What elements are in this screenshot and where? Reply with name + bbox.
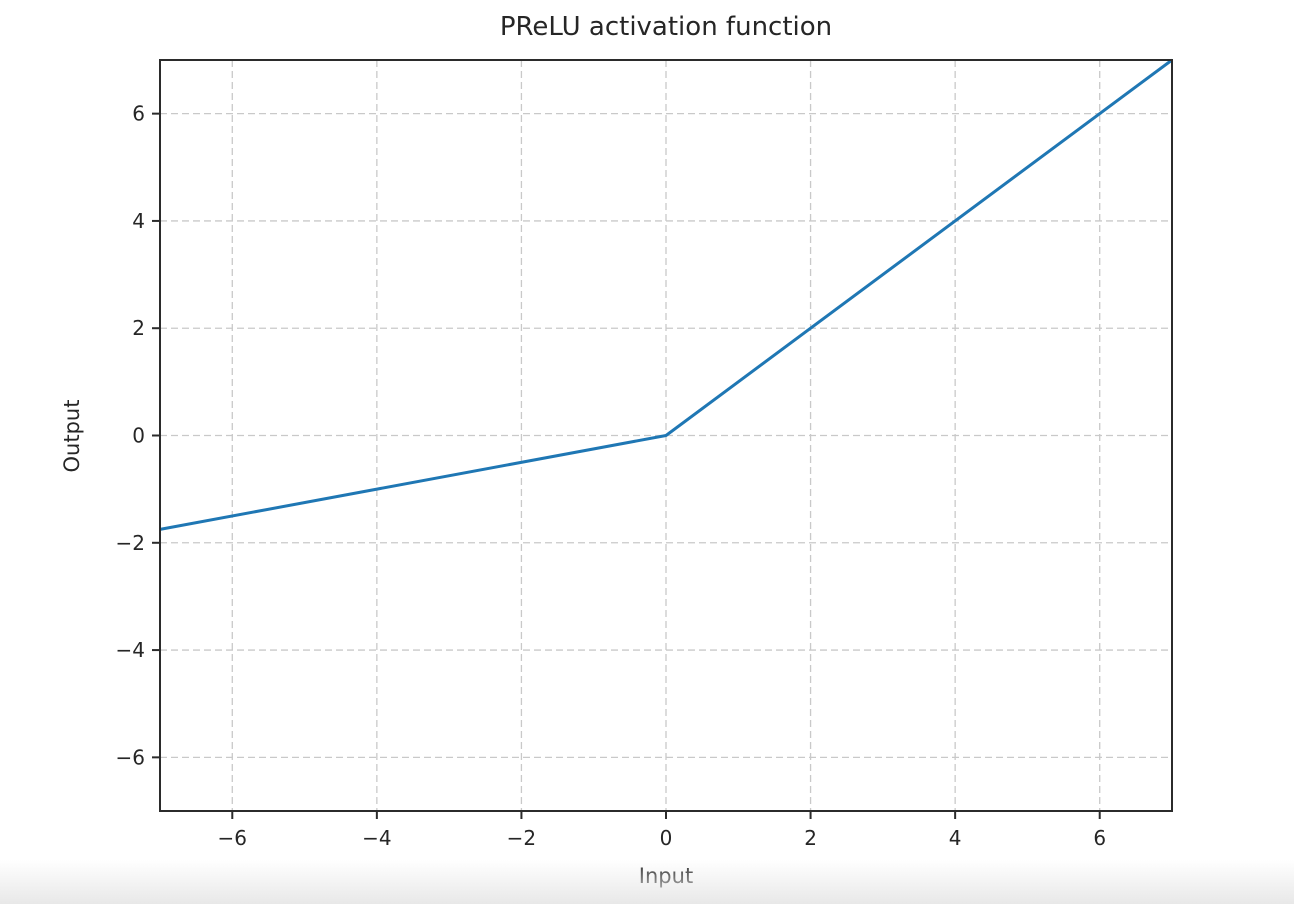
x-tick-label: −2	[507, 826, 536, 850]
x-tick-label: 6	[1093, 826, 1106, 850]
y-tick-label: −2	[116, 531, 145, 555]
x-tick-label: 2	[804, 826, 817, 850]
x-axis-label: Input	[638, 864, 694, 888]
y-tick-label: 4	[132, 209, 145, 233]
y-tick-label: −6	[116, 745, 145, 769]
series-line	[159, 58, 1173, 531]
x-tick-label: 0	[660, 826, 673, 850]
y-tick-label: 2	[132, 316, 145, 340]
y-tick-label: 0	[132, 424, 145, 448]
y-tick-label: −4	[116, 638, 145, 662]
y-axis-label: Output	[60, 399, 84, 473]
x-tick-label: −4	[362, 826, 391, 850]
chart-title: PReLU activation function	[499, 12, 833, 42]
x-tick-label: −6	[218, 826, 247, 850]
y-tick-label: 6	[132, 102, 145, 126]
x-tick-label: 4	[949, 826, 962, 850]
